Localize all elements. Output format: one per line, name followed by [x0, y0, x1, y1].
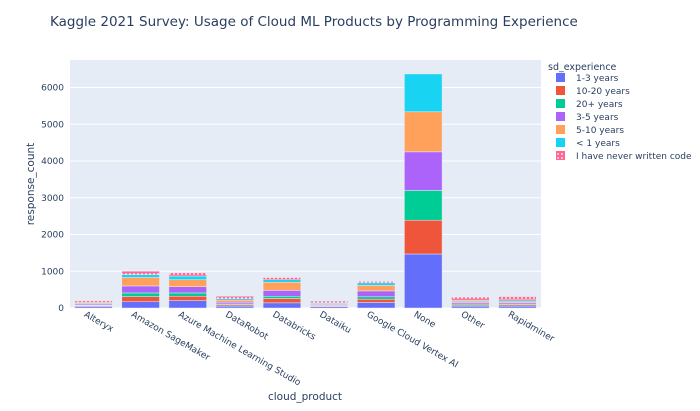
bar-segment[interactable]: [451, 296, 490, 301]
bar-segment[interactable]: [121, 301, 160, 309]
bar-segment[interactable]: [404, 73, 443, 113]
y-axis-title: response_count: [25, 143, 37, 226]
x-tick-label: Dataiku: [318, 310, 353, 336]
y-tick-label: 3000: [41, 194, 64, 204]
legend-swatch[interactable]: [556, 73, 565, 82]
bar-segment[interactable]: [404, 190, 443, 221]
bar-segment[interactable]: [357, 285, 396, 292]
bar-segment[interactable]: [168, 300, 207, 309]
bar-segment[interactable]: [404, 253, 443, 309]
bar-segment[interactable]: [404, 151, 443, 191]
x-tick-label: None: [412, 310, 438, 331]
y-tick-label: 2000: [41, 231, 64, 241]
bars: [74, 73, 537, 309]
bar-segment[interactable]: [121, 274, 160, 278]
x-tick-label: Alteryx: [82, 310, 115, 335]
legend-title: sd_experience: [548, 62, 617, 73]
y-tick-label: 0: [58, 304, 64, 314]
legend-label[interactable]: 5-10 years: [576, 126, 624, 136]
bar-segment[interactable]: [121, 296, 160, 303]
bar-segment[interactable]: [168, 292, 207, 297]
bar-segment[interactable]: [168, 295, 207, 301]
bar-segment[interactable]: [357, 281, 396, 284]
bar-segment[interactable]: [121, 277, 160, 287]
bar-segment[interactable]: [168, 286, 207, 294]
bar-segment[interactable]: [74, 300, 113, 303]
bar-segment[interactable]: [262, 282, 302, 291]
y-tick-label: 1000: [41, 267, 64, 277]
bar-segment[interactable]: [121, 285, 160, 294]
legend-label[interactable]: < 1 years: [576, 139, 620, 149]
bar-segment[interactable]: [451, 305, 490, 309]
legend-swatch[interactable]: [556, 99, 565, 108]
legend-swatch[interactable]: [556, 112, 565, 121]
y-tick-label: 6000: [41, 84, 64, 94]
plot-area: [70, 60, 541, 308]
x-axis-title: cloud_product: [268, 391, 342, 403]
bar-segment[interactable]: [357, 282, 396, 286]
x-tick-label: Databricks: [270, 310, 317, 343]
y-tick-label: 4000: [41, 157, 64, 167]
legend-label[interactable]: 1-3 years: [576, 74, 619, 84]
x-tick-label: Other: [459, 310, 486, 332]
legend-swatch[interactable]: [556, 138, 565, 147]
legend: sd_experience 1-3 years 10-20 years 20+ ye…: [548, 62, 692, 162]
bar-segment[interactable]: [498, 305, 537, 309]
bar-segment[interactable]: [357, 290, 396, 298]
legend-label[interactable]: 3-5 years: [576, 113, 619, 123]
bar-segment[interactable]: [168, 272, 207, 277]
bar-segment[interactable]: [498, 296, 537, 300]
bar-segment[interactable]: [357, 296, 396, 300]
bar-segment[interactable]: [215, 295, 254, 300]
bar-segment[interactable]: [262, 279, 302, 283]
x-tick-label: Amazon SageMaker: [129, 310, 211, 363]
bar-segment[interactable]: [121, 271, 160, 275]
y-tick-label: 5000: [41, 120, 64, 130]
x-tick-label: Rapidminer: [506, 310, 556, 345]
bar-segment[interactable]: [309, 300, 349, 304]
bar-segment[interactable]: [404, 219, 443, 255]
bar-segment[interactable]: [262, 295, 302, 299]
chart-title: Kaggle 2021 Survey: Usage of Cloud ML Pr…: [50, 14, 578, 30]
legend-label[interactable]: 10-20 years: [576, 87, 630, 97]
bar-segment[interactable]: [262, 302, 302, 309]
legend-swatch[interactable]: [556, 125, 565, 134]
bar-segment[interactable]: [262, 277, 302, 280]
x-tick-label: Google Cloud Vertex AI: [365, 310, 460, 371]
bar-segment[interactable]: [262, 290, 302, 297]
bar-segment[interactable]: [168, 275, 207, 280]
bar-segment[interactable]: [168, 279, 207, 287]
legend-swatch[interactable]: [556, 86, 565, 95]
bar-segment[interactable]: [215, 305, 254, 309]
bar-segment[interactable]: [262, 298, 302, 304]
bar-segment[interactable]: [215, 300, 254, 303]
bar-segment[interactable]: [357, 302, 396, 309]
legend-swatch[interactable]: [556, 151, 565, 160]
bar-segment[interactable]: [357, 298, 396, 303]
legend-label[interactable]: I have never written code: [576, 152, 692, 162]
legend-label[interactable]: 20+ years: [576, 100, 623, 110]
bar-segment[interactable]: [121, 292, 160, 297]
y-ticks: 0 1000 2000 3000 4000 5000 6000: [41, 84, 64, 314]
bar-segment[interactable]: [404, 111, 443, 153]
